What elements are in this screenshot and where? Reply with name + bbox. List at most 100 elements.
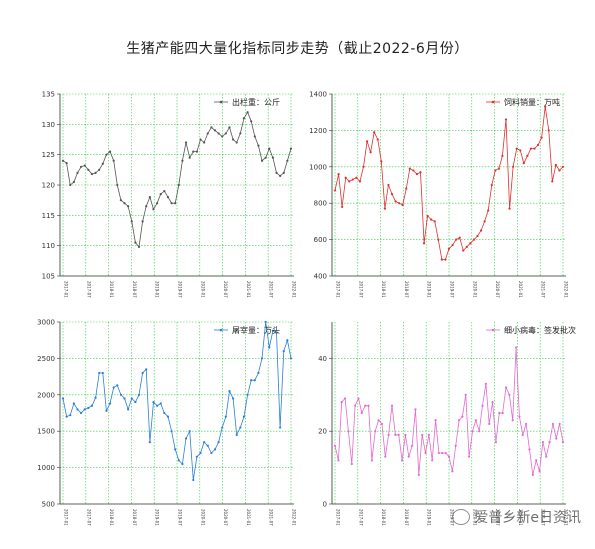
x-tick-label: 2020-07 — [223, 509, 228, 526]
watermark-text: 爱普乡新e日资讯 — [474, 510, 581, 526]
data-point — [257, 144, 260, 147]
data-point — [177, 183, 180, 187]
legend-label: 出栏重：公斤 — [232, 97, 280, 107]
data-point — [440, 258, 443, 261]
data-point — [508, 207, 511, 210]
data-point — [455, 238, 458, 241]
data-point — [134, 241, 137, 244]
data-point — [422, 242, 426, 245]
series-line — [62, 321, 292, 481]
data-point — [518, 415, 521, 418]
x-tick-label: 2021-07 — [541, 281, 546, 298]
data-point — [369, 151, 372, 154]
data-point — [155, 202, 159, 205]
data-point — [275, 171, 278, 174]
data-point — [437, 238, 440, 241]
x-tick-label: 2017-01 — [64, 509, 69, 526]
legend-marker — [219, 328, 223, 332]
data-point — [119, 393, 123, 396]
data-point — [457, 419, 461, 422]
y-tick-label: 1200 — [309, 127, 327, 135]
data-point — [548, 441, 551, 444]
data-point — [65, 415, 68, 418]
x-tick-label: 2021-07 — [269, 281, 274, 298]
data-point — [195, 150, 199, 153]
data-point — [447, 247, 451, 250]
data-point — [79, 411, 83, 415]
data-point — [469, 242, 472, 245]
data-point — [282, 171, 285, 174]
data-point — [464, 393, 467, 396]
data-point — [69, 183, 72, 187]
x-tick-label: 2017-07 — [86, 281, 91, 298]
data-point — [87, 168, 90, 171]
data-point — [533, 147, 536, 150]
data-point — [105, 153, 108, 156]
data-point — [286, 339, 289, 342]
data-point — [521, 433, 524, 436]
data-point — [235, 433, 238, 436]
y-tick-label: 135 — [42, 91, 55, 99]
y-tick-label: 115 — [42, 212, 55, 220]
data-point — [159, 402, 162, 405]
y-tick-label: 105 — [42, 273, 55, 281]
data-point — [101, 162, 104, 165]
y-tick-label: 1000 — [37, 464, 55, 472]
data-point — [360, 411, 363, 415]
data-point — [152, 208, 155, 211]
x-tick-label: 2017-07 — [358, 281, 363, 298]
data-point — [199, 138, 202, 141]
data-point — [213, 448, 217, 451]
data-point — [224, 132, 227, 135]
data-point — [383, 207, 386, 210]
data-point — [484, 382, 487, 385]
data-point — [253, 379, 256, 382]
x-tick-label: 2018-07 — [404, 281, 409, 298]
data-point — [112, 386, 115, 389]
data-point — [137, 393, 141, 396]
data-point — [268, 147, 271, 150]
data-point — [116, 384, 119, 387]
data-point — [358, 180, 362, 183]
data-point — [98, 168, 101, 171]
data-point — [79, 165, 83, 168]
data-point — [494, 169, 497, 172]
x-tick-label: 2017-01 — [336, 509, 341, 526]
data-point — [87, 406, 90, 410]
data-point — [487, 209, 490, 212]
data-point — [145, 205, 148, 208]
data-point — [511, 419, 514, 422]
data-point — [83, 164, 86, 167]
data-point — [279, 426, 282, 429]
data-point — [377, 419, 380, 422]
data-point — [246, 111, 249, 114]
x-tick-label: 2019-01 — [155, 509, 160, 526]
data-point — [536, 143, 540, 147]
data-point — [279, 174, 282, 177]
y-tick-label: 20 — [318, 428, 327, 436]
y-tick-label: 40 — [318, 355, 327, 363]
data-point — [431, 459, 434, 462]
data-point — [155, 404, 159, 407]
y-tick-label: 1500 — [37, 428, 55, 436]
data-point — [83, 408, 86, 411]
data-point — [405, 187, 408, 190]
x-tick-label: 2017-07 — [358, 509, 363, 526]
data-point — [414, 408, 417, 411]
data-point — [257, 371, 260, 375]
data-point — [253, 135, 256, 138]
data-point — [400, 459, 404, 462]
data-point — [384, 455, 387, 458]
data-point — [481, 404, 484, 407]
x-tick-label: 2020-01 — [472, 281, 477, 298]
data-point — [364, 404, 367, 407]
data-point — [152, 400, 155, 404]
legend-marker — [491, 328, 495, 332]
data-point — [545, 455, 548, 458]
x-tick-label: 2022-01 — [292, 509, 297, 526]
data-point — [544, 105, 547, 108]
x-tick-label: 2020-07 — [495, 509, 500, 526]
y-tick-label: 130 — [42, 121, 55, 129]
x-tick-label: 2022-01 — [564, 509, 569, 526]
data-point — [394, 200, 397, 203]
